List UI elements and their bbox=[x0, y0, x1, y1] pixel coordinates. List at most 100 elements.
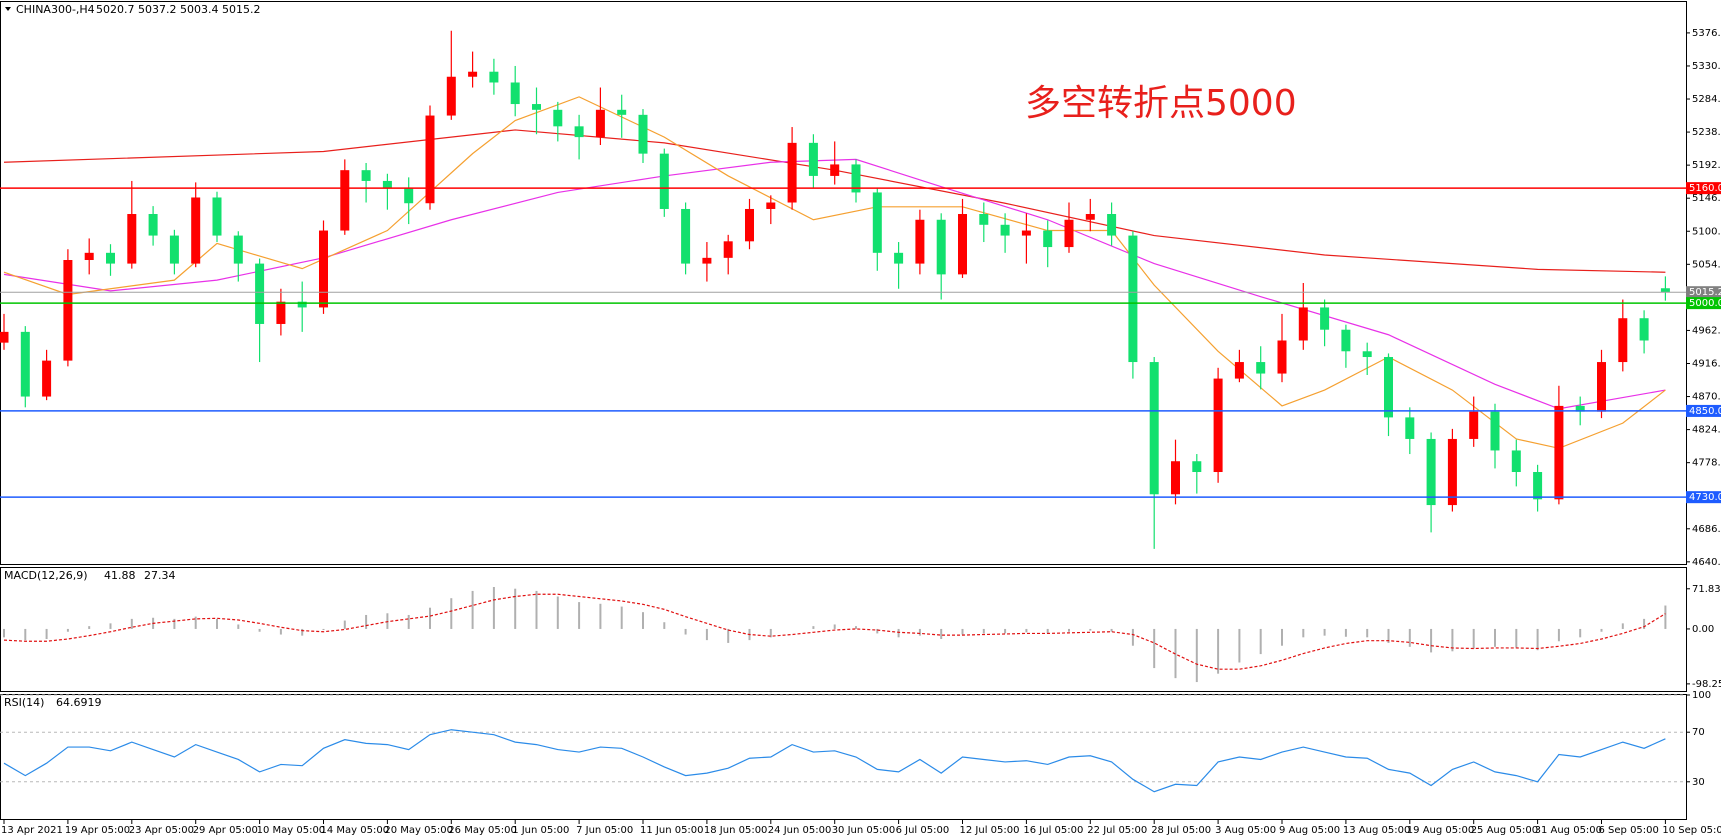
candle-body bbox=[1511, 450, 1521, 473]
candle-body bbox=[127, 214, 137, 264]
candle-body bbox=[425, 115, 435, 204]
candle-body bbox=[638, 114, 648, 154]
candle-body bbox=[958, 214, 967, 275]
macd-tick-label: -98.25 bbox=[1692, 679, 1721, 690]
candle-body bbox=[1490, 411, 1500, 451]
x-tick-label: 3 Aug 05:00 bbox=[1215, 825, 1276, 836]
candle-body bbox=[1192, 461, 1202, 473]
candle-body bbox=[1469, 411, 1479, 439]
rsi-tick-label: 100 bbox=[1692, 690, 1711, 701]
candle-body bbox=[191, 197, 201, 264]
candle-body bbox=[1384, 357, 1393, 418]
macd-tick-label: 0.00 bbox=[1692, 624, 1714, 635]
candle-body bbox=[1575, 405, 1585, 412]
annotation: 多空转折点5000 bbox=[1025, 83, 1297, 124]
y-tick-label: 4962.0 bbox=[1692, 325, 1721, 336]
x-tick-label: 10 May 05:00 bbox=[257, 825, 326, 836]
x-tick-label: 11 Jun 05:00 bbox=[640, 825, 704, 836]
candle-body bbox=[1554, 405, 1564, 500]
candle-body bbox=[489, 71, 499, 83]
candle-body bbox=[1533, 472, 1543, 500]
candle-body bbox=[297, 301, 307, 308]
candle-body bbox=[1597, 362, 1606, 412]
candle-body bbox=[20, 331, 30, 397]
candle-body bbox=[361, 170, 371, 181]
candle-body bbox=[532, 104, 541, 110]
macd-tick-label: 71.83 bbox=[1692, 584, 1721, 595]
x-tick-label: 31 Aug 05:00 bbox=[1535, 825, 1602, 836]
candle-body bbox=[382, 180, 392, 189]
x-tick-label: 6 Jul 05:00 bbox=[896, 825, 950, 836]
candle-body bbox=[1362, 351, 1372, 358]
macd-signal bbox=[3, 593, 1666, 670]
candle-body bbox=[1128, 235, 1138, 363]
y-tick-label: 5054.0 bbox=[1692, 259, 1721, 270]
candle-body bbox=[340, 170, 350, 231]
candle-body bbox=[1213, 378, 1223, 473]
candle-body bbox=[574, 126, 584, 138]
candle-body bbox=[84, 252, 94, 261]
macd-value: 41.88 bbox=[104, 569, 136, 582]
y-tick-label: 5376.0 bbox=[1692, 28, 1721, 39]
candle-body bbox=[1171, 461, 1180, 495]
candle-body bbox=[851, 164, 861, 193]
candle-body bbox=[1107, 214, 1117, 236]
level-label: 4730.0 bbox=[1689, 492, 1721, 503]
candle-body bbox=[1149, 362, 1159, 495]
ohlc-open: 5020.7 bbox=[96, 3, 135, 16]
x-tick-label: 16 Jul 05:00 bbox=[1023, 825, 1083, 836]
x-tick-label: 13 Aug 05:00 bbox=[1343, 825, 1410, 836]
ohlc-high: 5037.2 bbox=[138, 3, 177, 16]
x-tick-label: 18 Jun 05:00 bbox=[704, 825, 768, 836]
candle-body bbox=[510, 82, 520, 105]
candle-body bbox=[1660, 288, 1670, 293]
moving-average bbox=[3, 96, 1666, 449]
x-tick-label: 19 Apr 05:00 bbox=[65, 825, 130, 836]
x-tick-label: 25 Aug 05:00 bbox=[1471, 825, 1538, 836]
candle-body bbox=[787, 142, 797, 203]
x-tick-label: 1 Jun 05:00 bbox=[512, 825, 569, 836]
menu-arrow[interactable] bbox=[5, 7, 11, 11]
x-tick-label: 20 May 05:00 bbox=[384, 825, 453, 836]
level-label-box bbox=[1686, 297, 1721, 310]
candle-body bbox=[723, 241, 733, 258]
candle-body bbox=[1320, 307, 1330, 330]
y-tick-label: 4870.0 bbox=[1692, 392, 1721, 403]
candle-body bbox=[745, 208, 754, 242]
x-tick-label: 6 Sep 05:00 bbox=[1599, 825, 1659, 836]
candle-body bbox=[1043, 230, 1053, 248]
candle-body bbox=[915, 219, 925, 264]
chart-title: CHINA300-,H4 bbox=[16, 3, 95, 16]
y-tick-label: 5284.0 bbox=[1692, 94, 1721, 105]
level-label-box bbox=[1686, 404, 1721, 417]
rsi-title: RSI(14) bbox=[4, 696, 44, 709]
x-tick-label: 23 Apr 05:00 bbox=[129, 825, 194, 836]
y-tick-label: 5100.0 bbox=[1692, 226, 1721, 237]
candle-body bbox=[148, 214, 158, 236]
level-label-box bbox=[1686, 182, 1721, 195]
y-tick-label: 4778.0 bbox=[1692, 458, 1721, 469]
y-tick-label: 5146.0 bbox=[1692, 193, 1721, 204]
y-tick-label: 4824.0 bbox=[1692, 425, 1721, 436]
candle-body bbox=[1405, 417, 1415, 439]
candle-body bbox=[212, 197, 222, 236]
candle-body bbox=[276, 301, 286, 324]
x-tick-label: 14 May 05:00 bbox=[321, 825, 390, 836]
y-tick-label: 4686.0 bbox=[1692, 524, 1721, 535]
candle-body bbox=[1298, 307, 1308, 341]
x-tick-label: 28 Jul 05:00 bbox=[1151, 825, 1211, 836]
macd-signal-value: 27.34 bbox=[144, 569, 176, 582]
candle-body bbox=[1618, 318, 1628, 363]
rsi-tick-label: 30 bbox=[1692, 777, 1705, 788]
last-price-label: 5015.2 bbox=[1689, 287, 1721, 298]
moving-average bbox=[3, 129, 1666, 273]
candle-body bbox=[1064, 219, 1074, 248]
level-label: 5000.0 bbox=[1689, 298, 1721, 309]
rsi-tick-label: 70 bbox=[1692, 727, 1705, 738]
ohlc-close: 5015.2 bbox=[222, 3, 261, 16]
rsi-line bbox=[3, 729, 1666, 793]
x-tick-label: 22 Jul 05:00 bbox=[1087, 825, 1147, 836]
candle-body bbox=[255, 263, 265, 324]
